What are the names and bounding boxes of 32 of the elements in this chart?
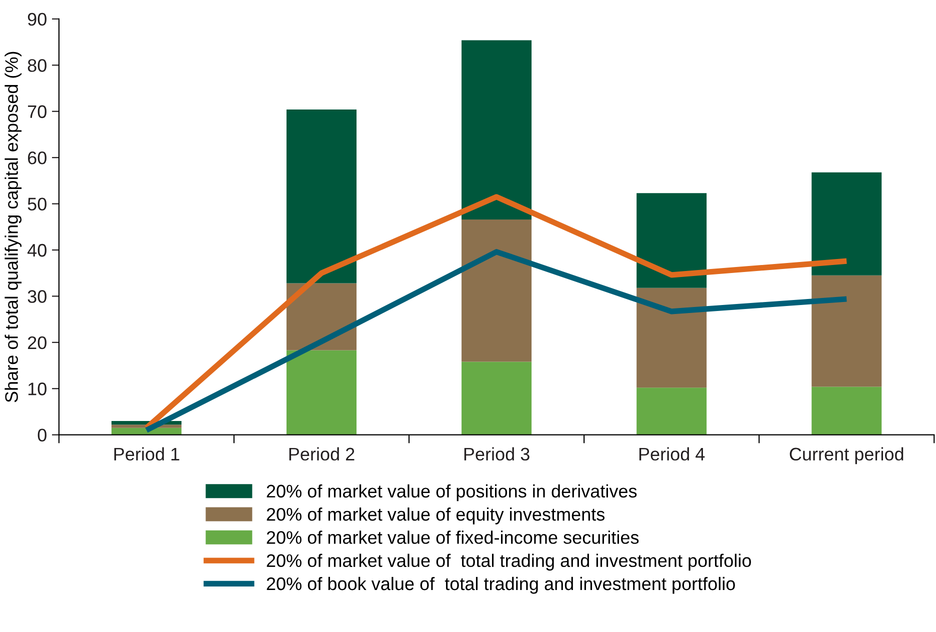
y-axis-title: Share of total qualifying capital exposed (%) bbox=[4, 52, 22, 402]
y-tick-label: 0 bbox=[38, 428, 46, 442]
legend-label: 20% of market value of equity investments bbox=[266, 507, 605, 524]
y-tick-label: 90 bbox=[28, 12, 46, 26]
x-tick-label: Current period bbox=[790, 447, 904, 464]
bar bbox=[462, 362, 532, 435]
bar bbox=[286, 350, 357, 435]
y-tick-label: 10 bbox=[28, 382, 46, 396]
bar bbox=[812, 172, 882, 276]
bar bbox=[462, 219, 532, 362]
bar bbox=[462, 40, 532, 220]
y-tick-label: 40 bbox=[27, 244, 46, 257]
legend-label: 20% of book value of total trading and investment portfolio bbox=[266, 576, 735, 594]
y-tick-label: 80 bbox=[28, 59, 46, 72]
x-tick-label: Period 2 bbox=[289, 447, 354, 461]
x-tick-label: Period 4 bbox=[639, 447, 705, 461]
bar bbox=[286, 110, 357, 284]
bar bbox=[636, 193, 707, 288]
y-tick-label: 70 bbox=[28, 105, 46, 118]
y-tick-label: 60 bbox=[28, 152, 46, 164]
x-tick-label: Period 1 bbox=[114, 447, 180, 461]
bar bbox=[636, 288, 707, 388]
bar bbox=[812, 386, 882, 435]
legend-label: 20% of market value of positions in derivatives bbox=[266, 484, 637, 502]
y-tick-label: 50 bbox=[28, 198, 46, 211]
y-tick-label: 20 bbox=[28, 336, 46, 350]
legend-label: 20% of market value of total trading and investment portfolio bbox=[266, 554, 751, 571]
bar bbox=[636, 388, 707, 435]
bar bbox=[812, 275, 882, 387]
x-tick-label: Period 3 bbox=[464, 447, 530, 461]
y-tick-label: 30 bbox=[28, 290, 46, 303]
legend-label: 20% of market value of fixed-income securities bbox=[266, 530, 639, 544]
